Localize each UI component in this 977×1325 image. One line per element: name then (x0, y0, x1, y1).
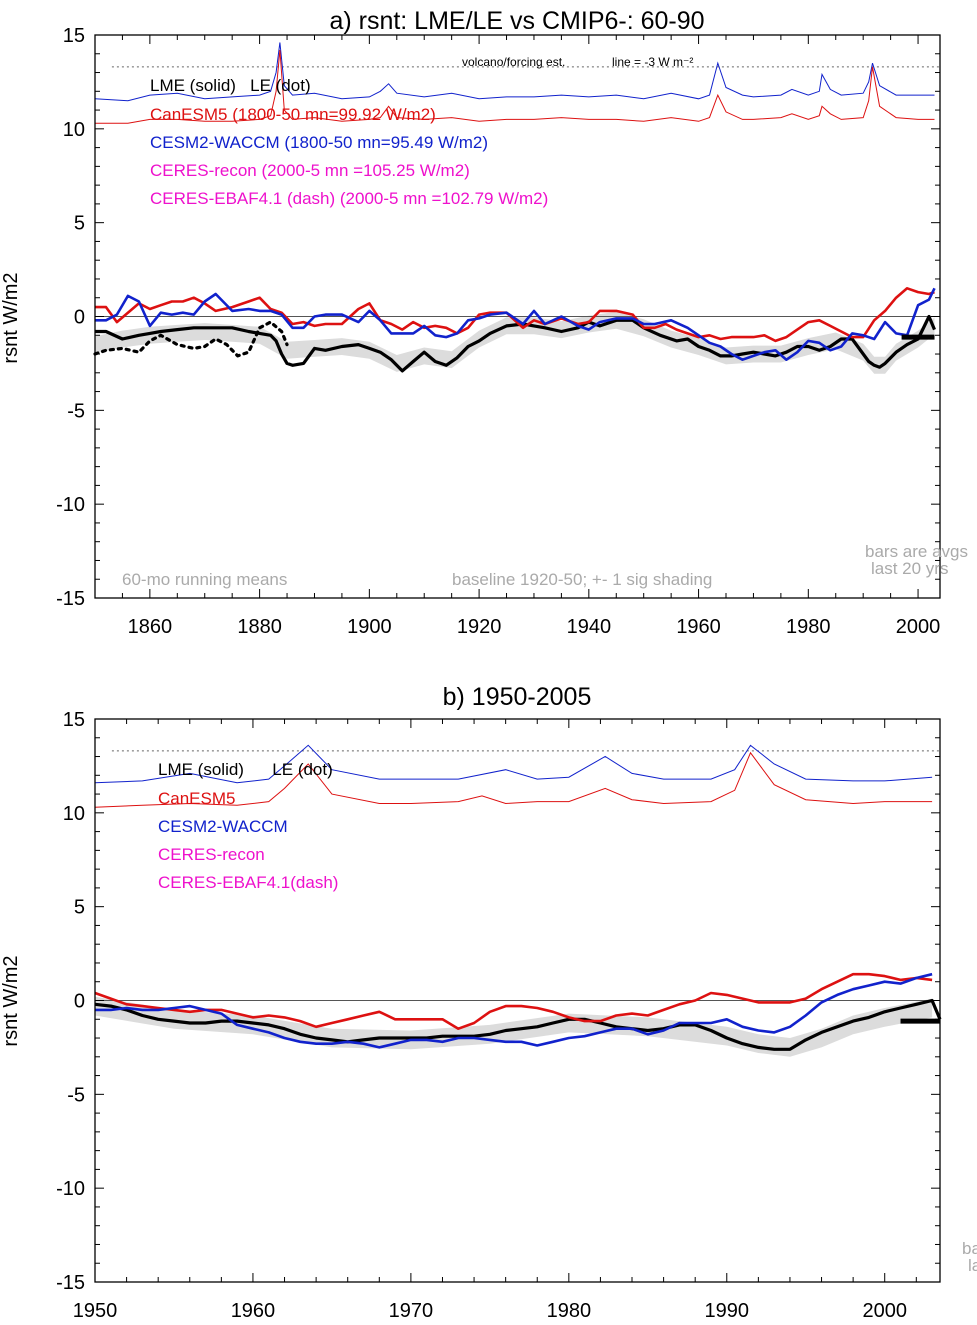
panel-b-ytick-label: 15 (63, 709, 85, 731)
panel-b-ytick-label: -15 (56, 1272, 85, 1294)
panel-b-ytick-label: 0 (74, 991, 85, 1013)
legend-b-ceres-ebaf: CERES-EBAF4.1(dash) (158, 873, 338, 892)
annotation-baseline: baseline 1920-50; +- 1 sig shading (452, 570, 712, 589)
panel-a-series-cesm2-waccm (95, 287, 936, 362)
panel-a-plot-area: 15 10 5 0 -5 -10 -15 1860 1880 1900 1920 1940 1960 19… (56, 25, 941, 638)
panel-a: a) rsnt: LME/LE vs CMIP6-: 60-90 rsnt W/… (0, 7, 968, 638)
panel-b-xtick-label: 1990 (705, 1300, 750, 1322)
panel-a-ytick-label: 15 (63, 25, 85, 47)
annotation-bars-2: last 20 yrs (871, 559, 948, 578)
panel-a-xtick-label: 1940 (567, 616, 612, 638)
annotation-running-means: 60-mo running means (122, 570, 287, 589)
panel-a-ylabel: rsnt W/m2 (0, 272, 22, 363)
legend-a-ceres-recon: CERES-recon (2000-5 mn =105.25 W/m2) (150, 161, 470, 180)
panel-b-legend: LME (solid) LE (dot) CanESM5 CESM2-WACCM… (158, 760, 338, 892)
panel-b-series-canesm5 (94, 972, 933, 1030)
panel-b-title: b) 1950-2005 (443, 683, 592, 711)
panel-a-xtick-label: 1960 (676, 616, 721, 638)
annotation-line-note: line = -3 W m⁻² (612, 55, 693, 69)
panel-a-ytick-label: 10 (63, 119, 85, 141)
panel-b-ylabel: rsnt W/m2 (0, 955, 22, 1046)
panel-a-xtick-label: 1900 (347, 616, 392, 638)
panel-b-series-cesm2-waccm (95, 972, 933, 1049)
panel-a-forcing-line-1 (95, 49, 935, 124)
legend-b-cesm2: CESM2-WACCM (158, 817, 288, 836)
legend-a-ceres-ebaf: CERES-EBAF4.1 (dash) (2000-5 mn =102.79 … (150, 189, 548, 208)
annotation-b-bars-1: ba (962, 1239, 977, 1258)
panel-a-series-le (93, 320, 289, 358)
panel-a-xtick-label: 1880 (237, 616, 282, 638)
panel-a-ytick-label: -5 (67, 400, 85, 422)
panel-b-ytick-label: -10 (56, 1178, 85, 1200)
panel-a-title: a) rsnt: LME/LE vs CMIP6-: 60-90 (329, 7, 704, 35)
panel-b-xtick-label: 2000 (862, 1300, 907, 1322)
panel-b-forcing-line-0 (94, 744, 933, 784)
legend-b-lme: LME (solid) LE (dot) (158, 760, 333, 779)
legend-a-cesm2: CESM2-WACCM (1800-50 mn=95.49 W/m2) (150, 133, 488, 152)
panel-a-ytick-label: -15 (56, 588, 85, 610)
legend-b-ceres-recon: CERES-recon (158, 845, 265, 864)
panel-a-xtick-label: 1920 (457, 616, 502, 638)
panel-a-xtick-label: 1980 (786, 616, 831, 638)
panel-b-ytick-label: 5 (74, 897, 85, 919)
panel-a-legend: LME (solid) LE (dot) CanESM5 (1800-50 mn… (150, 76, 548, 208)
legend-a-canesm5: CanESM5 (1800-50 mn=99.92 W/m2) (150, 105, 436, 124)
panel-b-ytick-label: -5 (67, 1084, 85, 1106)
panel-b-xtick-label: 1960 (231, 1300, 276, 1322)
annotation-forcing: volcano/forcing est. (462, 55, 565, 69)
legend-a-lme: LME (solid) LE (dot) (150, 76, 311, 95)
panel-a-xtick-label: 1860 (128, 616, 173, 638)
annotation-bars-1: bars are avgs (865, 542, 968, 561)
panel-a-xtick-label: 2000 (896, 616, 941, 638)
panel-b-xtick-label: 1950 (73, 1300, 118, 1322)
panel-a-ytick-label: 0 (74, 307, 85, 329)
panel-a-ytick-label: 5 (74, 213, 85, 235)
panel-b: b) 1950-2005 rsnt W/m2 15 10 5 0 -5 -10 -15 195… (0, 683, 977, 1322)
panel-a-series-canesm5 (95, 286, 935, 343)
panel-a-sigma-shading (95, 311, 935, 374)
panel-b-xtick-label: 1980 (547, 1300, 592, 1322)
legend-b-canesm5: CanESM5 (158, 789, 235, 808)
panel-b-ytick-label: 10 (63, 803, 85, 825)
panel-b-series-lme (94, 998, 942, 1051)
panel-a-forcing-line-0 (94, 42, 935, 102)
panel-b-plot-area: 15 10 5 0 -5 -10 -15 1950 1960 1970 1980 1990 2000 (56, 709, 942, 1322)
annotation-b-bars-2: la (968, 1256, 977, 1275)
panel-b-forcing-line-1 (94, 751, 933, 808)
panel-a-ytick-label: -10 (56, 494, 85, 516)
panel-b-xtick-label: 1970 (389, 1300, 434, 1322)
